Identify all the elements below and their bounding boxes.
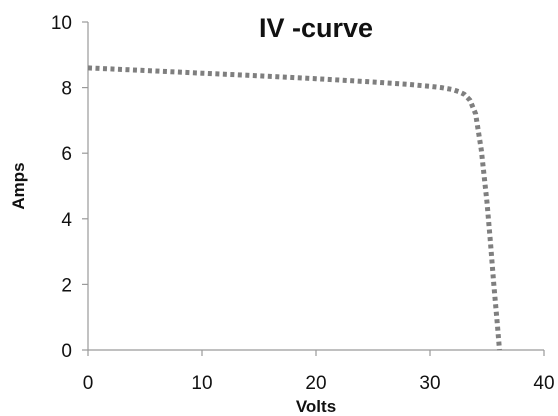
y-tick-label: 0 [61, 341, 72, 362]
y-tick-label: 4 [61, 210, 72, 231]
y-axis-title: Amps [9, 162, 28, 209]
y-tick-label: 2 [61, 275, 72, 296]
x-axis-ticks: 0 10 20 30 40 [83, 350, 555, 394]
y-tick-label: 8 [61, 79, 72, 100]
y-tick-label: 6 [61, 144, 72, 165]
x-tick-label: 30 [419, 373, 440, 394]
chart-title: IV -curve [259, 13, 373, 43]
x-tick-label: 0 [83, 373, 94, 394]
x-tick-label: 40 [533, 373, 554, 394]
x-tick-label: 10 [191, 373, 212, 394]
x-axis-title: Volts [296, 397, 336, 416]
y-axis-ticks: 0 2 4 6 8 10 [51, 13, 88, 362]
x-tick-label: 20 [305, 373, 326, 394]
y-tick-label: 10 [51, 13, 72, 34]
iv-curve-series-line [87, 65, 502, 351]
